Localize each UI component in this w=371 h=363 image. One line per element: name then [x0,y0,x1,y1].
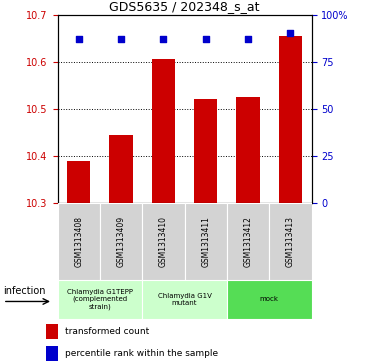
Point [160,36,166,42]
Bar [109,135,133,203]
Bar [194,99,217,203]
Text: GSM1313411: GSM1313411 [201,216,210,267]
Point [118,36,124,42]
Text: GSM1313409: GSM1313409 [116,216,125,267]
Bar [152,59,175,203]
Text: GSM1313408: GSM1313408 [74,216,83,267]
Title: GDS5635 / 202348_s_at: GDS5635 / 202348_s_at [109,0,260,13]
Bar [58,280,142,319]
Bar [46,324,58,339]
Text: percentile rank within the sample: percentile rank within the sample [65,349,218,358]
Bar [269,203,312,280]
Point [288,30,293,36]
Text: mock: mock [260,297,279,302]
Bar [185,203,227,280]
Point [203,36,209,42]
Bar [279,36,302,203]
Text: Chlamydia G1TEPP
(complemented
strain): Chlamydia G1TEPP (complemented strain) [67,289,133,310]
Bar [67,161,90,203]
Bar [142,280,227,319]
Text: Chlamydia G1V
mutant: Chlamydia G1V mutant [158,293,211,306]
Bar [227,280,312,319]
Bar [100,203,142,280]
Bar [227,203,269,280]
Bar [236,97,260,203]
Point [245,36,251,42]
Text: transformed count: transformed count [65,327,149,336]
Point [76,36,82,42]
Text: GSM1313410: GSM1313410 [159,216,168,267]
Bar [142,203,185,280]
Text: GSM1313413: GSM1313413 [286,216,295,267]
Bar [58,203,100,280]
Text: GSM1313412: GSM1313412 [244,216,253,267]
Bar [46,346,58,361]
Text: infection: infection [3,286,45,296]
